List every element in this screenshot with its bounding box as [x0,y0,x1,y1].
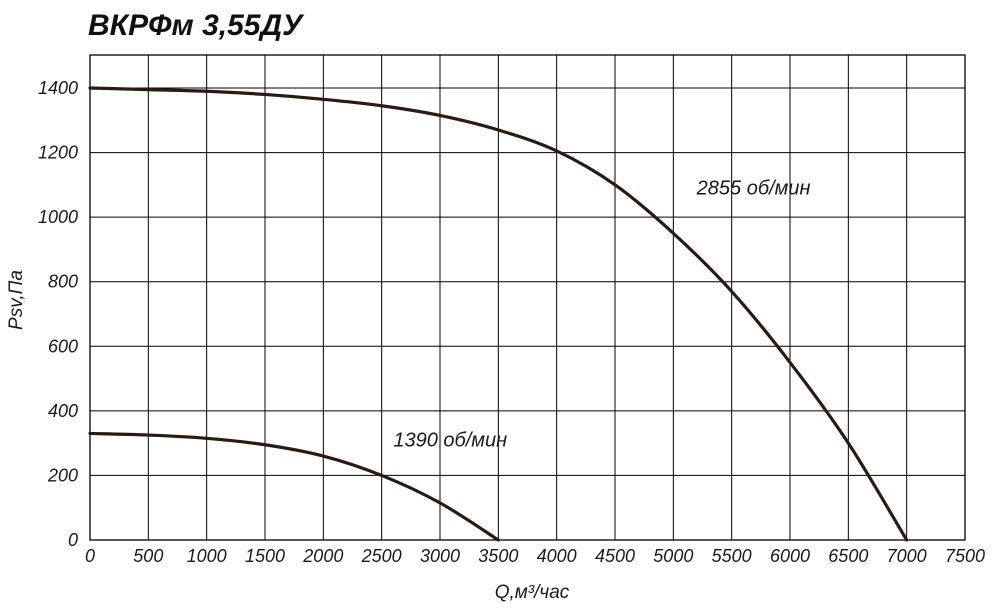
y-axis-label: Psv,Па [6,270,27,330]
x-tick-label: 4000 [537,546,577,566]
y-tick-label: 1000 [38,207,78,227]
x-tick-label: 6500 [828,546,868,566]
y-tick-labels: 0 200 400 600 800 1000 1200 1400 [38,78,78,550]
plot-frame [89,54,966,541]
series-line-2 [88,431,500,542]
series-line-1 [88,86,909,542]
x-axis-label: Q,м³/час [495,582,570,603]
x-tick-labels: 0 500 1000 1500 2000 2500 3000 3500 4000 4500 5000… [85,546,985,566]
x-tick-label: 7500 [945,546,985,566]
x-tick-label: 5000 [653,546,693,566]
chart-title: ВКРФм 3,55ДУ [88,9,305,42]
y-tick-label: 600 [48,336,78,356]
x-tick-label: 3500 [478,546,518,566]
x-tick-label: 1000 [187,546,227,566]
x-tick-label: 4500 [595,546,635,566]
grid [89,54,966,541]
x-tick-label: 500 [133,546,163,566]
x-tick-label: 7000 [887,546,927,566]
series-label-2: 1390 об/мин [393,429,507,451]
y-tick-label: 400 [48,401,78,421]
y-tick-label: 200 [47,465,78,485]
y-tick-label: 800 [48,272,78,292]
y-tick-label: 1400 [38,78,78,98]
x-tick-label: 2000 [302,546,343,566]
y-tick-label: 1200 [38,143,78,163]
x-tick-label: 1500 [245,546,285,566]
x-tick-label: 2500 [361,546,402,566]
series-label-1: 2855 об/мин [696,178,811,200]
curve-labels: 2855 об/мин 1390 об/мин [393,178,810,452]
x-tick-label: 5500 [712,546,752,566]
x-tick-label: 3000 [420,546,460,566]
x-tick-label: 0 [85,546,95,566]
y-tick-label: 0 [68,530,78,550]
curves [88,86,909,542]
x-tick-label: 6000 [770,546,810,566]
